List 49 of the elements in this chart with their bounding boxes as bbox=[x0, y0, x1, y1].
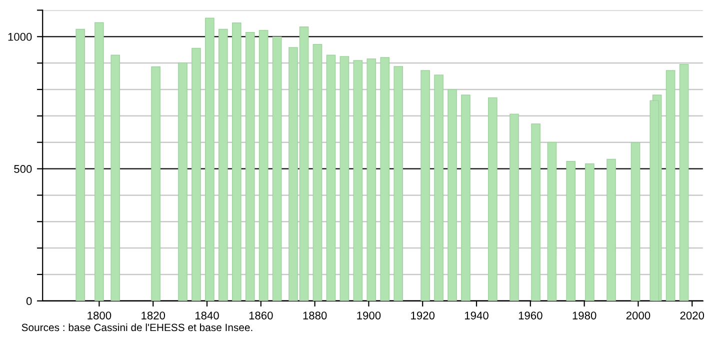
bar bbox=[630, 142, 640, 301]
bar bbox=[340, 56, 350, 301]
bar bbox=[178, 62, 188, 301]
bar bbox=[606, 158, 616, 301]
bar bbox=[110, 54, 120, 301]
bar bbox=[272, 36, 282, 301]
x-tick-label: 1880 bbox=[303, 312, 327, 320]
x-tick-label: 1980 bbox=[572, 312, 596, 320]
bar bbox=[353, 60, 363, 301]
x-tick-label: 1800 bbox=[88, 312, 112, 320]
bar bbox=[245, 32, 255, 301]
bar bbox=[461, 94, 470, 301]
bar bbox=[232, 22, 242, 301]
bar bbox=[326, 54, 336, 301]
x-tick-label: 1840 bbox=[195, 312, 219, 320]
bar bbox=[366, 58, 376, 301]
bar bbox=[151, 66, 160, 301]
bar bbox=[448, 89, 457, 301]
bar bbox=[192, 48, 201, 301]
y-tick-label: 0 bbox=[26, 297, 32, 306]
bar bbox=[218, 28, 228, 301]
x-tick-label: 1900 bbox=[357, 312, 381, 320]
x-tick-label: 2020 bbox=[680, 312, 704, 320]
bar bbox=[434, 74, 444, 301]
x-tick-label: 2000 bbox=[626, 312, 650, 320]
x-tick-label: 1820 bbox=[142, 312, 166, 320]
bar bbox=[94, 22, 104, 301]
x-tick-label: 1960 bbox=[518, 312, 542, 320]
bar bbox=[76, 28, 85, 301]
bar bbox=[566, 161, 576, 301]
bar bbox=[510, 114, 519, 301]
bar bbox=[547, 142, 557, 301]
x-tick-label: 1940 bbox=[465, 312, 488, 320]
bar bbox=[585, 163, 594, 301]
x-tick-label: 1860 bbox=[249, 312, 273, 320]
bar bbox=[531, 123, 540, 301]
bar bbox=[394, 66, 404, 301]
y-tick-label: 1000 bbox=[8, 32, 32, 41]
bar bbox=[488, 97, 498, 301]
bar bbox=[666, 70, 676, 301]
bar bbox=[258, 30, 268, 301]
source-note: Sources : base Cassini de l'EHESS et base Insee. bbox=[22, 323, 252, 332]
x-tick-label: 1920 bbox=[411, 312, 435, 320]
bar bbox=[679, 64, 689, 301]
bar bbox=[420, 70, 430, 301]
y-tick-label: 500 bbox=[14, 165, 32, 173]
bar bbox=[205, 18, 214, 301]
bar bbox=[312, 44, 322, 301]
bar bbox=[380, 57, 390, 301]
